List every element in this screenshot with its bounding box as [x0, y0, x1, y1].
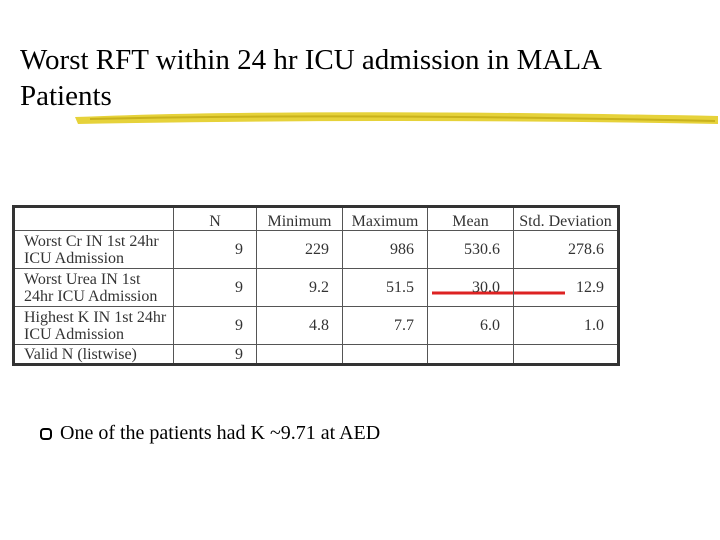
table-cell: 30.0	[427, 268, 514, 307]
corner-cell	[13, 206, 174, 231]
row-label: Highest K IN 1st 24hr ICU Admission	[13, 306, 174, 345]
table-cell: 9.2	[256, 268, 343, 307]
table-row: Highest K IN 1st 24hr ICU Admission 9 4.8 7…	[13, 306, 619, 345]
bullet: One of the patients had K ~9.71 at AED	[40, 422, 380, 445]
table-cell: 51.5	[342, 268, 428, 307]
highlight-stroke	[75, 112, 718, 124]
table-cell: 9	[173, 230, 257, 269]
table-cell: 229	[256, 230, 343, 269]
table-row: Worst Cr IN 1st 24hr ICU Admission 9 229 98…	[13, 230, 619, 269]
table-cell: 9	[173, 344, 257, 365]
bullet-text: One of the patients had K ~9.71 at AED	[60, 422, 381, 444]
column-header: N	[173, 206, 257, 231]
highlight-stroke	[89, 115, 716, 122]
empty-cell	[427, 344, 514, 365]
column-header: Mean	[427, 206, 514, 231]
table-body: Worst Cr IN 1st 24hr ICU Admission 9 229 98…	[13, 230, 619, 365]
column-header: Std. Deviation	[513, 206, 619, 231]
column-header: Maximum	[342, 206, 428, 231]
table-cell: 986	[342, 230, 428, 269]
row-label: Worst Urea IN 1st 24hr ICU Admission	[13, 268, 174, 307]
table-row: Worst Urea IN 1st 24hr ICU Admission 9 9.2…	[13, 268, 619, 307]
table-cell: 7.7	[342, 306, 428, 345]
table-cell: 278.6	[513, 230, 619, 269]
bullet-icon	[40, 428, 52, 440]
empty-cell	[342, 344, 428, 365]
column-header: Minimum	[256, 206, 343, 231]
table-cell: 530.6	[427, 230, 514, 269]
row-label: Worst Cr IN 1st 24hr ICU Admission	[13, 230, 174, 269]
header-row: N Minimum Maximum Mean Std. Deviation	[13, 206, 619, 231]
table-row: Valid N (listwise) 9	[13, 344, 619, 365]
title: Worst RFT within 24 hr ICU admission in …	[20, 44, 601, 112]
data-table: N Minimum Maximum Mean Std. Deviation Worst …	[12, 205, 620, 366]
empty-cell	[256, 344, 343, 365]
table-cell: 4.8	[256, 306, 343, 345]
table-cell: 9	[173, 268, 257, 307]
table-cell: 1.0	[513, 306, 619, 345]
empty-cell	[513, 344, 619, 365]
table-cell: 9	[173, 306, 257, 345]
table-cell: 6.0	[427, 306, 514, 345]
table-cell: 12.9	[513, 268, 619, 307]
row-label: Valid N (listwise)	[13, 344, 174, 365]
